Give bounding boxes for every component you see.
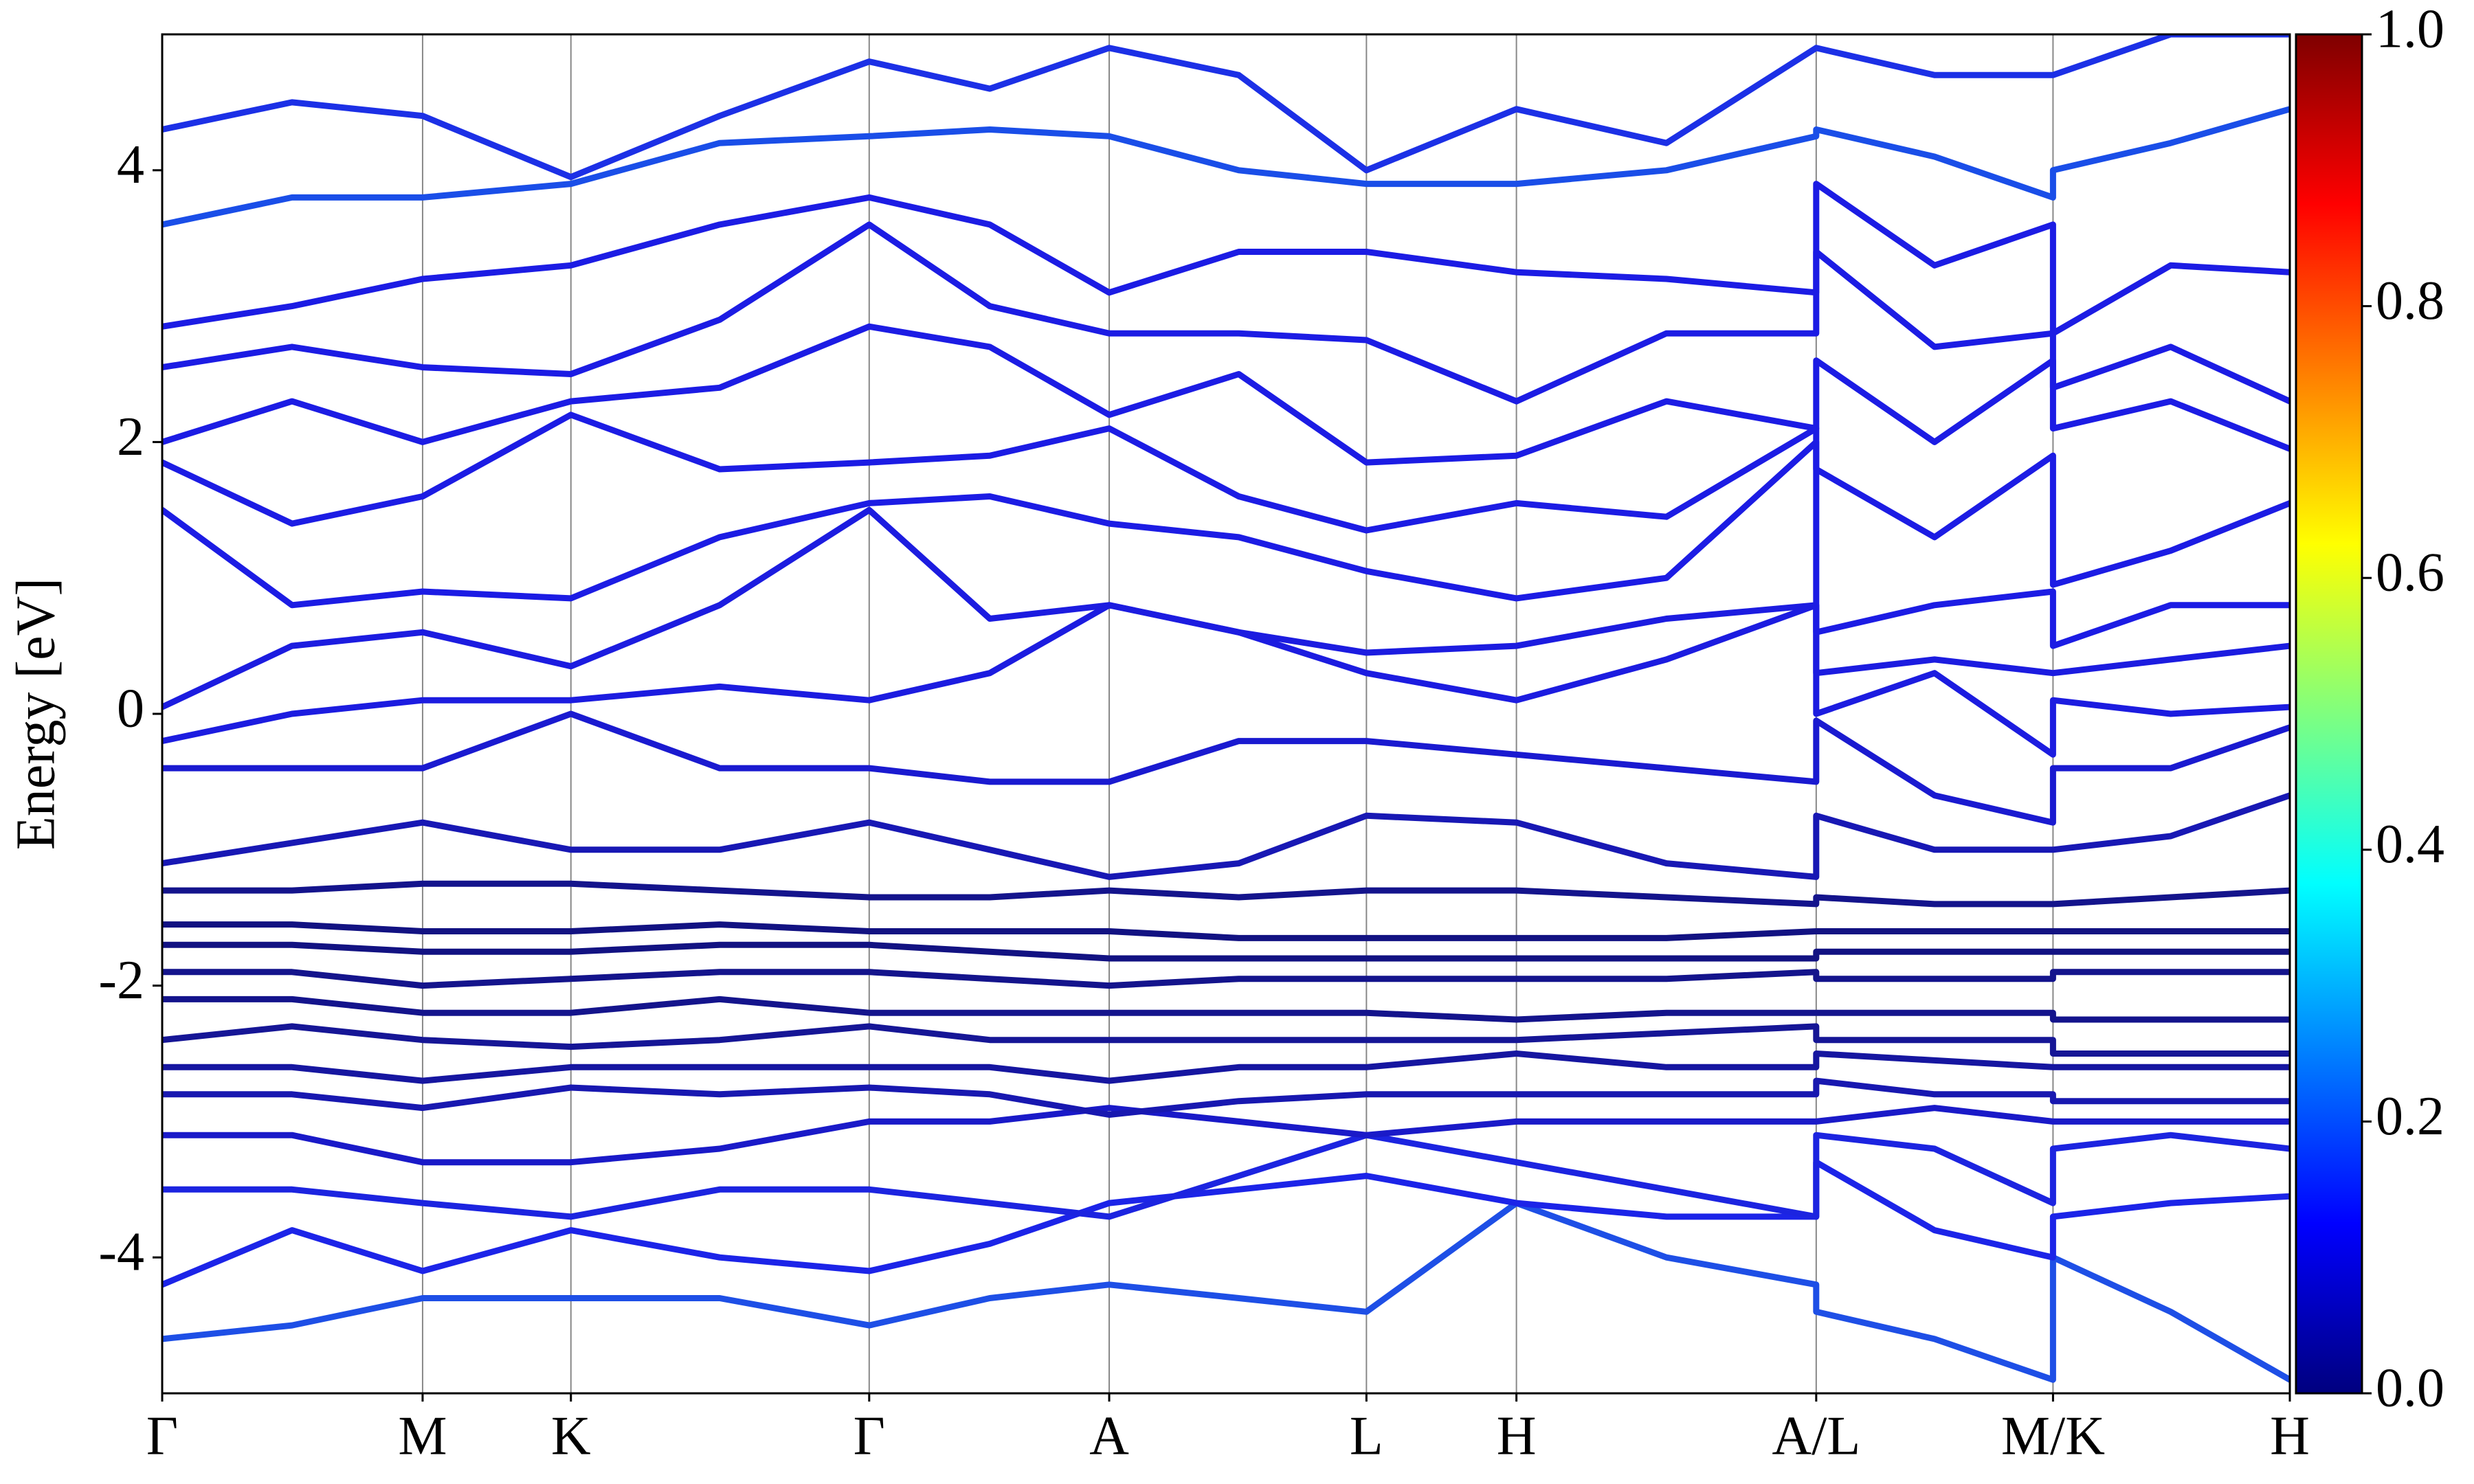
x-tick-label: L xyxy=(1350,1406,1383,1466)
y-axis-label: Energy [eV] xyxy=(5,578,66,850)
x-tick-label: M xyxy=(398,1406,447,1466)
bands xyxy=(162,34,2290,1383)
band-line xyxy=(162,323,2290,466)
band-line xyxy=(162,1077,2290,1118)
x-tick-label: K xyxy=(551,1406,591,1466)
band-line xyxy=(162,996,2290,1023)
y-tick-label: 0 xyxy=(117,678,144,739)
colorbar-tick-label: 0.0 xyxy=(2376,1358,2444,1418)
band-line xyxy=(162,412,2290,588)
colorbar xyxy=(2295,33,2363,1395)
band-line xyxy=(162,941,2290,962)
x-tick-label: H xyxy=(1497,1406,1537,1466)
band-line xyxy=(162,1159,2290,1288)
colorbar-tick-label: 0.4 xyxy=(2376,814,2444,875)
x-tick-label: A xyxy=(1089,1406,1129,1466)
band-line xyxy=(162,34,2290,181)
x-tick-label: M/K xyxy=(2001,1406,2105,1466)
band-line xyxy=(162,1105,2290,1166)
band-line xyxy=(162,1132,2290,1220)
band-line xyxy=(162,710,2290,826)
y-tick-label: 2 xyxy=(117,407,144,467)
band-line xyxy=(162,921,2290,941)
colorbar-tick-label: 0.2 xyxy=(2376,1086,2444,1147)
x-tick-label: H xyxy=(2270,1406,2310,1466)
y-tick-label: -4 xyxy=(98,1222,144,1283)
plot-frame xyxy=(161,33,2291,1395)
colorbar-tick-label: 0.6 xyxy=(2376,543,2444,603)
band-line xyxy=(162,1023,2290,1057)
x-tick-label: Γ xyxy=(854,1406,885,1466)
band-line xyxy=(162,438,2290,649)
band-line xyxy=(162,1200,2290,1383)
band-line xyxy=(162,792,2290,880)
band-line xyxy=(162,106,2290,228)
x-tick-label: A/L xyxy=(1772,1406,1860,1466)
colorbar-tick-label: 0.8 xyxy=(2376,271,2444,331)
y-tick-label: -2 xyxy=(98,950,144,1011)
band-line xyxy=(162,969,2290,989)
y-tick-label: 4 xyxy=(117,135,144,195)
band-line xyxy=(162,880,2290,908)
x-tick-label: Γ xyxy=(146,1406,178,1466)
band-line xyxy=(162,602,2290,758)
band-line xyxy=(162,181,2290,337)
colorbar-tick-label: 1.0 xyxy=(2376,0,2444,59)
band-line xyxy=(162,506,2290,710)
band-line xyxy=(162,1050,2290,1084)
